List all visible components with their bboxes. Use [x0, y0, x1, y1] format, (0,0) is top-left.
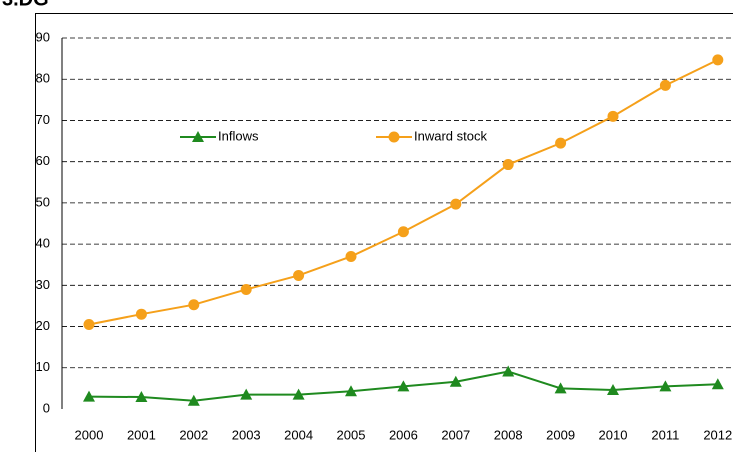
x-tick-label: 2002 [179, 427, 208, 442]
marker [345, 385, 357, 397]
x-tick-label: 2011 [651, 427, 679, 442]
chart-title: 3.DG [2, 0, 49, 10]
y-tick-label: 30 [36, 277, 50, 292]
x-tick-label: 2010 [599, 427, 628, 442]
marker [502, 365, 515, 377]
marker [554, 382, 567, 394]
x-tick-label: 2006 [389, 427, 418, 442]
legend-label: Inward stock [414, 128, 487, 143]
x-tick-label: 2012 [703, 427, 732, 442]
legend-label: Inflows [218, 128, 259, 143]
marker [450, 198, 462, 210]
marker [83, 390, 95, 402]
y-tick-label: 70 [36, 112, 50, 127]
x-tick-label: 2001 [127, 427, 156, 442]
marker [607, 384, 619, 396]
marker [188, 299, 200, 311]
marker [502, 159, 514, 171]
marker [83, 318, 95, 330]
marker [240, 388, 253, 400]
y-tick-label: 20 [36, 318, 50, 333]
y-tick-label: 90 [36, 29, 50, 44]
y-tick-label: 60 [36, 153, 50, 168]
x-tick-label: 2004 [284, 427, 313, 442]
marker [135, 308, 147, 320]
marker [659, 380, 672, 392]
chart-frame [35, 13, 733, 452]
marker [192, 131, 204, 142]
marker [712, 54, 724, 66]
series-line [88, 58, 719, 326]
x-tick-label: 2005 [337, 427, 366, 442]
marker [187, 394, 200, 406]
x-tick-label: 2007 [441, 427, 470, 442]
marker [292, 388, 305, 400]
marker [449, 375, 462, 387]
marker [397, 380, 410, 392]
marker [711, 378, 724, 390]
marker [607, 110, 619, 122]
marker [388, 131, 400, 143]
marker [659, 79, 671, 91]
x-tick-label: 2009 [546, 427, 575, 442]
y-tick-label: 40 [36, 236, 50, 251]
marker [555, 137, 567, 149]
x-tick-label: 2008 [494, 427, 523, 442]
x-tick-label: 2003 [232, 427, 261, 442]
y-tick-label: 50 [36, 194, 50, 209]
marker [345, 250, 357, 262]
marker [240, 283, 252, 295]
marker [397, 226, 409, 238]
y-tick-label: 0 [43, 400, 50, 415]
marker [293, 269, 305, 281]
marker [135, 391, 148, 403]
x-tick-label: 2000 [75, 427, 104, 442]
y-tick-label: 80 [36, 71, 50, 86]
y-tick-label: 10 [36, 359, 50, 374]
